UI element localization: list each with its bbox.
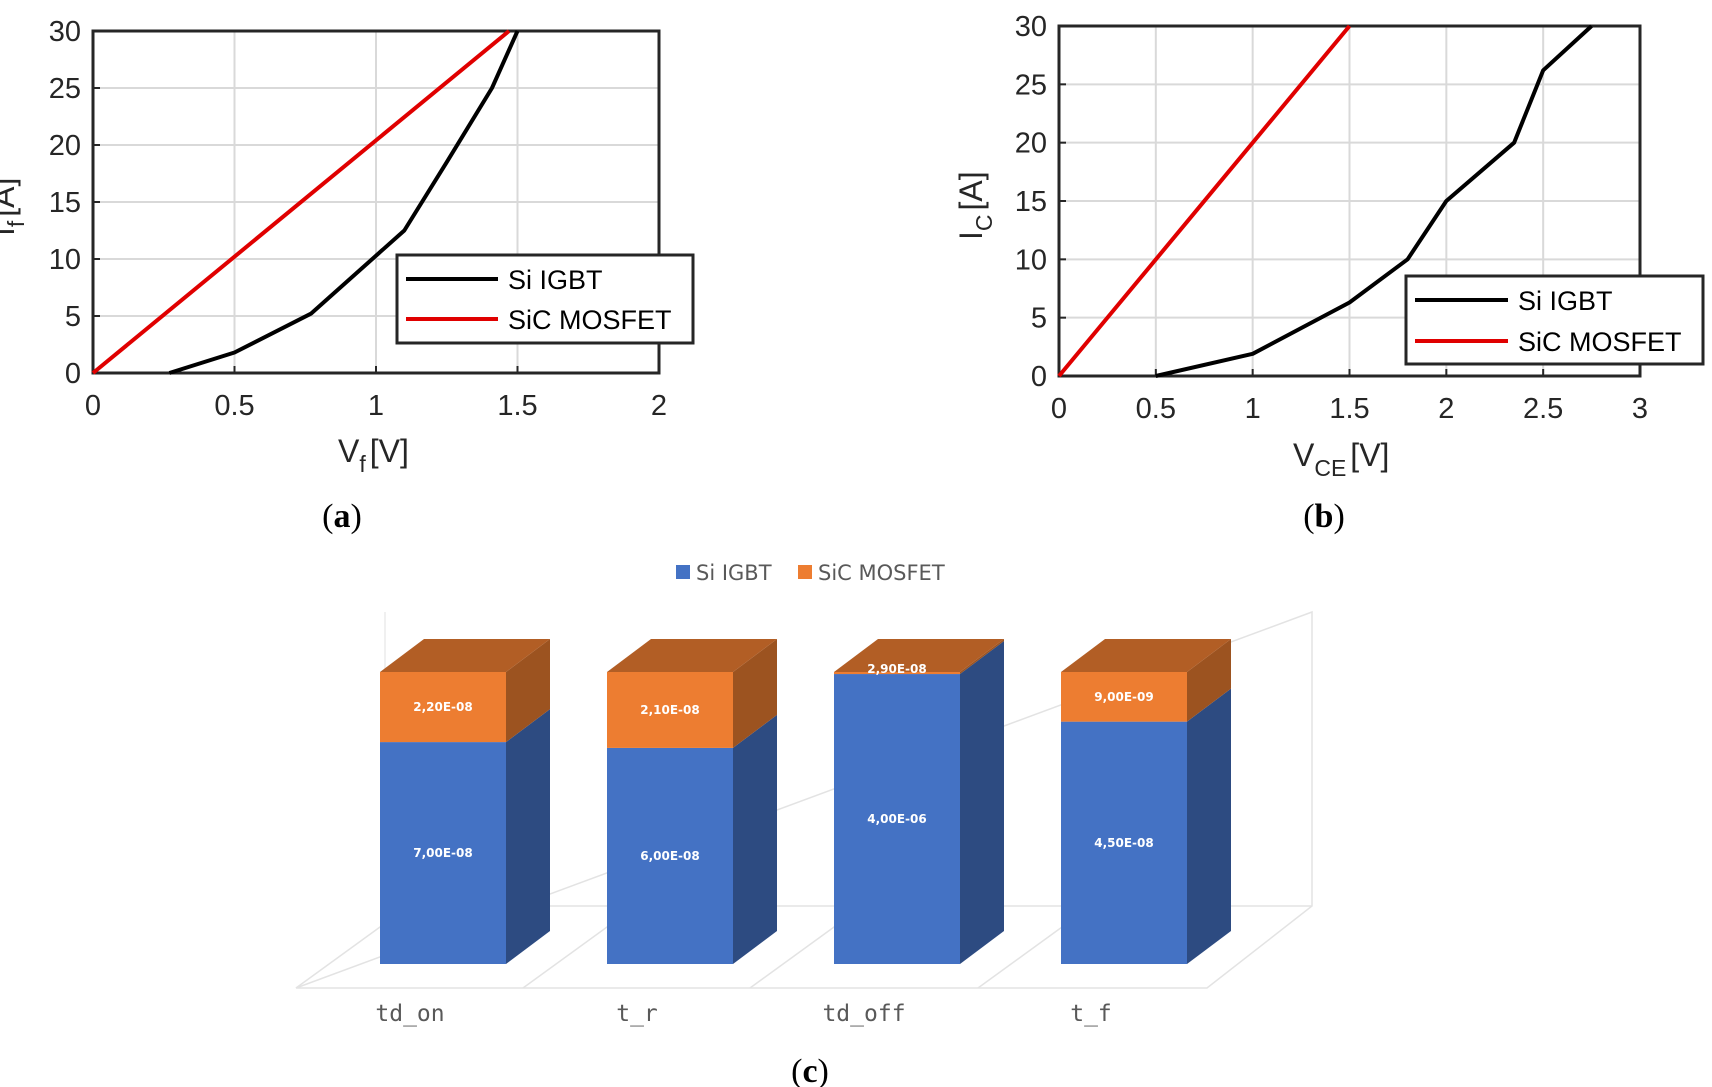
bar-si-igbt-t_r: 6,00E-08 <box>607 714 777 964</box>
bar-side-face <box>1187 688 1231 964</box>
x-tick-label: 1.5 <box>1329 393 1369 425</box>
bar-sic-mosfet-t_f: 9,00E-09 <box>1061 639 1231 722</box>
bar-sic-mosfet-td_off: 2,90E-08 <box>834 639 1004 676</box>
data-label: 9,00E-09 <box>1094 690 1153 704</box>
bar-side-face <box>733 639 777 748</box>
bar-front-face <box>834 672 960 675</box>
sic-mosfet-line <box>91 29 511 375</box>
chart-b-xlabel: VCE [V] <box>1293 437 1389 481</box>
x-tick-label: 1.5 <box>497 390 537 422</box>
x-tick-label: 3 <box>1632 393 1648 425</box>
bar-front-face <box>380 742 506 964</box>
bar-sic-mosfet-t_r: 2,10E-08 <box>607 639 777 748</box>
y-tick-label: 25 <box>1015 69 1047 101</box>
sic-mosfet-line <box>1057 24 1352 378</box>
bar-si-igbt-td_on: 7,00E-08 <box>380 709 550 964</box>
chart-c-legend: Si IGBT SiC MOSFET <box>676 561 945 585</box>
data-label: 7,00E-08 <box>413 846 472 860</box>
bar-si-igbt-t_f: 4,50E-08 <box>1061 688 1231 964</box>
data-label: 4,50E-08 <box>1094 836 1153 850</box>
data-label: 6,00E-08 <box>640 849 699 863</box>
caption-b: (b) <box>1303 498 1345 535</box>
y-tick-label: 15 <box>1015 186 1047 218</box>
bar-top-face <box>1061 639 1231 672</box>
x-tick-label: 0 <box>85 390 101 422</box>
x-tick-label: 2 <box>651 390 667 422</box>
y-tick-label: 15 <box>49 187 81 219</box>
x-tick-label: 0.5 <box>1136 393 1176 425</box>
y-tick-label: 30 <box>1015 11 1047 43</box>
bar-side-face <box>506 639 550 743</box>
bar-sic-mosfet-td_on: 2,20E-08 <box>380 639 550 743</box>
bar-side-face <box>960 639 1004 675</box>
bar-front-face <box>834 674 960 964</box>
data-label: 2,90E-08 <box>867 662 926 676</box>
chart-a-legend-sic: SiC MOSFET <box>508 305 672 335</box>
y-tick-label: 25 <box>49 73 81 105</box>
category-label: td_off <box>822 1001 905 1027</box>
bar-front-face <box>607 747 733 964</box>
category-label: t_r <box>616 1001 658 1027</box>
bar-top-face <box>380 639 550 672</box>
data-label: 2,10E-08 <box>640 703 699 717</box>
category-label: td_on <box>375 1001 444 1027</box>
y-tick-label: 30 <box>49 16 81 48</box>
bar-top-face <box>834 639 1004 672</box>
bar-side-face <box>506 709 550 964</box>
bar-side-face <box>960 641 1004 964</box>
x-tick-label: 0.5 <box>214 390 254 422</box>
chart-b-ylabel: IC[A] <box>953 171 997 240</box>
category-label: t_f <box>1070 1001 1112 1027</box>
bar-side-face <box>733 714 777 964</box>
chart-a-legend-si: Si IGBT <box>508 265 603 295</box>
chart-c-legend-swatch-si <box>676 565 690 579</box>
y-tick-label: 10 <box>1015 244 1047 276</box>
chart-b-legend: Si IGBT SiC MOSFET <box>1404 274 1705 366</box>
x-tick-label: 2.5 <box>1523 393 1563 425</box>
chart-a-xlabel: Vf [V] <box>338 433 409 477</box>
chart-c-categories: td_on t_r td_off t_f <box>375 1001 1111 1027</box>
bar-si-igbt-td_off: 4,00E-06 <box>834 641 1004 964</box>
bar-front-face <box>607 672 733 748</box>
y-tick-label: 20 <box>1015 128 1047 160</box>
x-tick-label: 0 <box>1051 393 1067 425</box>
data-label: 2,20E-08 <box>413 700 472 714</box>
chart-c-legend-sic: SiC MOSFET <box>818 561 945 585</box>
bar-side-face <box>1187 639 1231 722</box>
chart-c-bars: 7,00E-08 2,20E-08 6,00E-08 2,10E-08 4,00E-06… <box>380 639 1231 964</box>
chart-c-legend-si: Si IGBT <box>696 561 772 585</box>
bar-front-face <box>1061 721 1187 964</box>
chart-c: Si IGBT SiC MOSFET 7,00E-08 2,20E-08 6,00E… <box>295 561 1313 1087</box>
y-tick-label: 20 <box>49 130 81 162</box>
si-igbt-line <box>168 30 520 375</box>
bar-front-face <box>1061 672 1187 722</box>
si-igbt-line <box>1155 24 1593 378</box>
bar-top-face <box>607 639 777 672</box>
y-tick-label: 5 <box>65 301 81 333</box>
chart-a-lines <box>91 29 520 375</box>
caption-a: (a) <box>322 498 362 535</box>
chart-c-legend-swatch-sic <box>798 565 812 579</box>
x-tick-label: 1 <box>1245 393 1261 425</box>
chart-b-lines <box>1057 24 1593 378</box>
caption-c: (c) <box>791 1053 829 1087</box>
y-tick-label: 5 <box>1031 303 1047 335</box>
data-label: 4,00E-06 <box>867 812 926 826</box>
y-tick-label: 10 <box>49 244 81 276</box>
y-tick-label: 0 <box>1031 361 1047 393</box>
chart-a-legend: Si IGBT SiC MOSFET <box>395 253 695 345</box>
chart-b-legend-si: Si IGBT <box>1518 286 1613 316</box>
y-tick-label: 0 <box>65 358 81 390</box>
x-tick-label: 1 <box>368 390 384 422</box>
chart-b-legend-sic: SiC MOSFET <box>1518 327 1682 357</box>
bar-front-face <box>380 672 506 743</box>
chart-a-ylabel: If[A] <box>0 178 29 236</box>
x-tick-label: 2 <box>1438 393 1454 425</box>
